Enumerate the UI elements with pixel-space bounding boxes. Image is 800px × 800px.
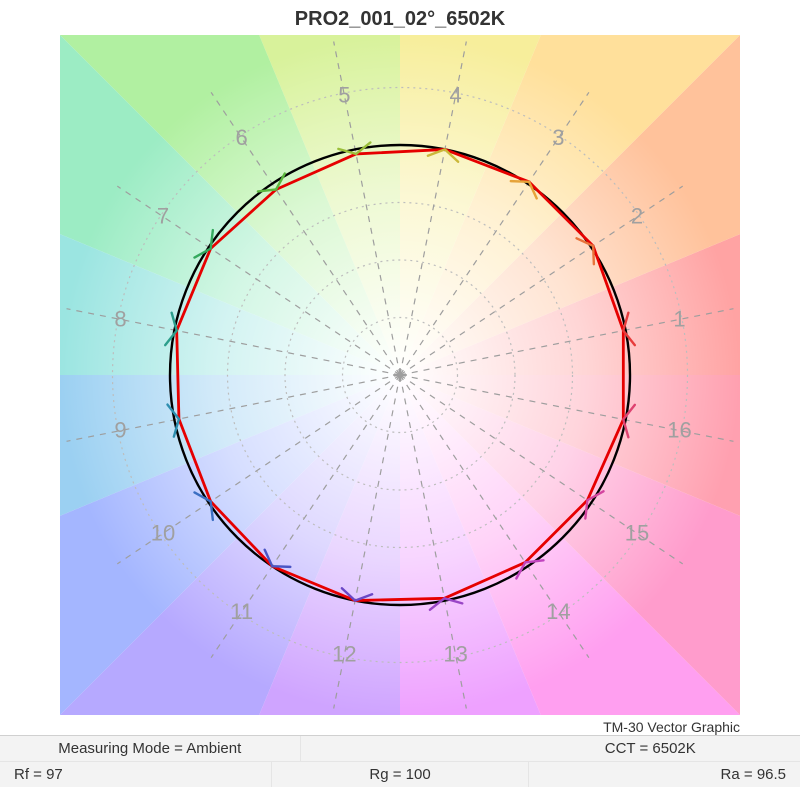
bin-label: 13	[443, 642, 467, 667]
bin-label: 2	[631, 204, 643, 229]
measuring-mode: Measuring Mode = Ambient	[0, 736, 300, 761]
bin-label: 16	[667, 418, 691, 443]
bin-label: 10	[151, 520, 175, 545]
info-row-2: Rf = 97 Rg = 100 Ra = 96.5	[0, 761, 800, 787]
bin-label: 7	[157, 204, 169, 229]
bin-label: 4	[449, 82, 461, 107]
bin-label: 5	[338, 82, 350, 107]
bin-label: 14	[546, 599, 570, 624]
info-row-1: Measuring Mode = Ambient CCT = 6502K	[0, 735, 800, 761]
chart-caption: TM-30 Vector Graphic	[0, 715, 800, 735]
bin-label: 12	[332, 642, 356, 667]
rf-value: Rf = 97	[0, 762, 271, 787]
bin-label: 3	[552, 125, 564, 150]
bin-label: 9	[114, 418, 126, 443]
color-vector-chart: 12345678910111213141516	[60, 35, 740, 715]
bin-label: 8	[114, 306, 126, 331]
chart-title: PRO2_001_02°_6502K	[0, 0, 800, 31]
bin-label: 6	[236, 125, 248, 150]
bin-label: 11	[230, 599, 253, 624]
cct-value: CCT = 6502K	[300, 736, 800, 761]
bin-label: 15	[625, 520, 649, 545]
chart-svg: 12345678910111213141516	[60, 35, 740, 715]
ra-value: Ra = 96.5	[528, 762, 800, 787]
rg-value: Rg = 100	[271, 762, 529, 787]
bin-label: 1	[673, 306, 685, 331]
